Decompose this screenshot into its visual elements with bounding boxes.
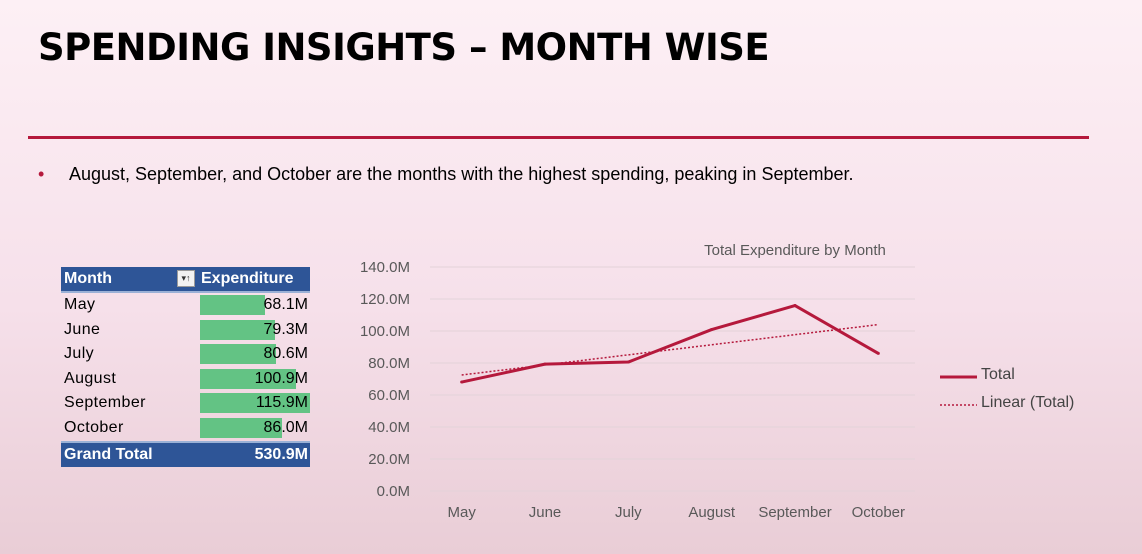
y-tick-label: 60.0M xyxy=(368,387,410,404)
data-point xyxy=(876,351,880,355)
x-tick-label: August xyxy=(688,504,736,521)
row-expenditure: 68.1M xyxy=(263,296,308,313)
y-tick-label: 120.0M xyxy=(360,291,410,308)
data-bar xyxy=(200,295,265,315)
data-bar xyxy=(200,393,310,414)
trendline-linear-total xyxy=(461,323,879,376)
row-month: July xyxy=(64,345,95,363)
legend-swatch-dotted xyxy=(940,404,977,406)
table-row: September 115.9M xyxy=(61,391,310,416)
row-expenditure: 100.9M xyxy=(254,369,308,387)
pivot-body: May 68.1M June 79.3M July 80.6M August 100.9M Se… xyxy=(61,293,310,441)
y-tick-label: 40.0M xyxy=(368,419,410,436)
x-tick-label: October xyxy=(852,504,905,521)
y-tick-label: 140.0M xyxy=(360,259,410,276)
row-expenditure: 79.3M xyxy=(263,320,308,338)
row-expenditure: 80.6M xyxy=(263,345,308,363)
x-tick-label: June xyxy=(529,504,562,521)
y-tick-label: 20.0M xyxy=(368,451,410,468)
legend-label-linear: Linear (Total) xyxy=(981,394,1075,411)
header-month: Month xyxy=(64,270,112,287)
grand-total-label: Grand Total xyxy=(64,445,153,463)
grand-total-row: Grand Total 530.9M xyxy=(61,440,310,467)
table-row: August 100.9M xyxy=(61,367,310,392)
x-tick-label: May xyxy=(447,504,476,521)
y-tick-label: 80.0M xyxy=(368,355,410,372)
filter-sort-icon[interactable]: ▾↑ xyxy=(177,270,195,287)
x-tick-label: September xyxy=(758,504,831,521)
table-row: May 68.1M xyxy=(61,293,310,318)
grand-total-value: 530.9M xyxy=(254,445,308,463)
series-line-total xyxy=(461,304,880,384)
row-month: September xyxy=(64,394,146,412)
legend-swatch-solid xyxy=(940,375,977,379)
line-chart: Total Expenditure by Month 0.0M 20.0M 40.0M… xyxy=(360,242,915,521)
header-expenditure: Expenditure xyxy=(201,270,294,287)
row-expenditure: 115.9M xyxy=(255,394,308,412)
row-month: August xyxy=(64,369,117,387)
row-expenditure: 86.0M xyxy=(263,418,308,436)
y-tick-label: 0.0M xyxy=(377,483,410,500)
chart-title: Total Expenditure by Month xyxy=(704,242,886,259)
title-divider xyxy=(28,136,1089,139)
bullet-icon: • xyxy=(38,164,45,184)
data-point xyxy=(626,360,630,364)
data-point xyxy=(710,328,714,332)
y-tick-label: 100.0M xyxy=(360,323,410,340)
row-month: October xyxy=(64,418,124,436)
pivot-header: Month ▾↑ Expenditure xyxy=(61,267,310,293)
table-row: October 86.0M xyxy=(61,416,310,441)
table-row: June 79.3M xyxy=(61,318,310,343)
slide-title: SPENDING INSIGHTS – MONTH WISE xyxy=(38,26,770,69)
bullet-text: August, September, and October are the m… xyxy=(69,164,854,184)
data-point xyxy=(460,380,464,384)
table-row: July 80.6M xyxy=(61,342,310,367)
data-bar xyxy=(200,417,282,438)
data-bar xyxy=(200,368,296,389)
data-point xyxy=(793,304,797,308)
pivot-table: Month ▾↑ Expenditure May 68.1M June 79.3M Ju… xyxy=(61,267,310,467)
row-month: June xyxy=(64,320,101,338)
x-tick-label: July xyxy=(615,504,642,521)
data-bar xyxy=(200,319,276,340)
data-bar xyxy=(200,344,277,365)
legend-label-total: Total xyxy=(981,366,1015,383)
row-month: May xyxy=(64,296,96,313)
